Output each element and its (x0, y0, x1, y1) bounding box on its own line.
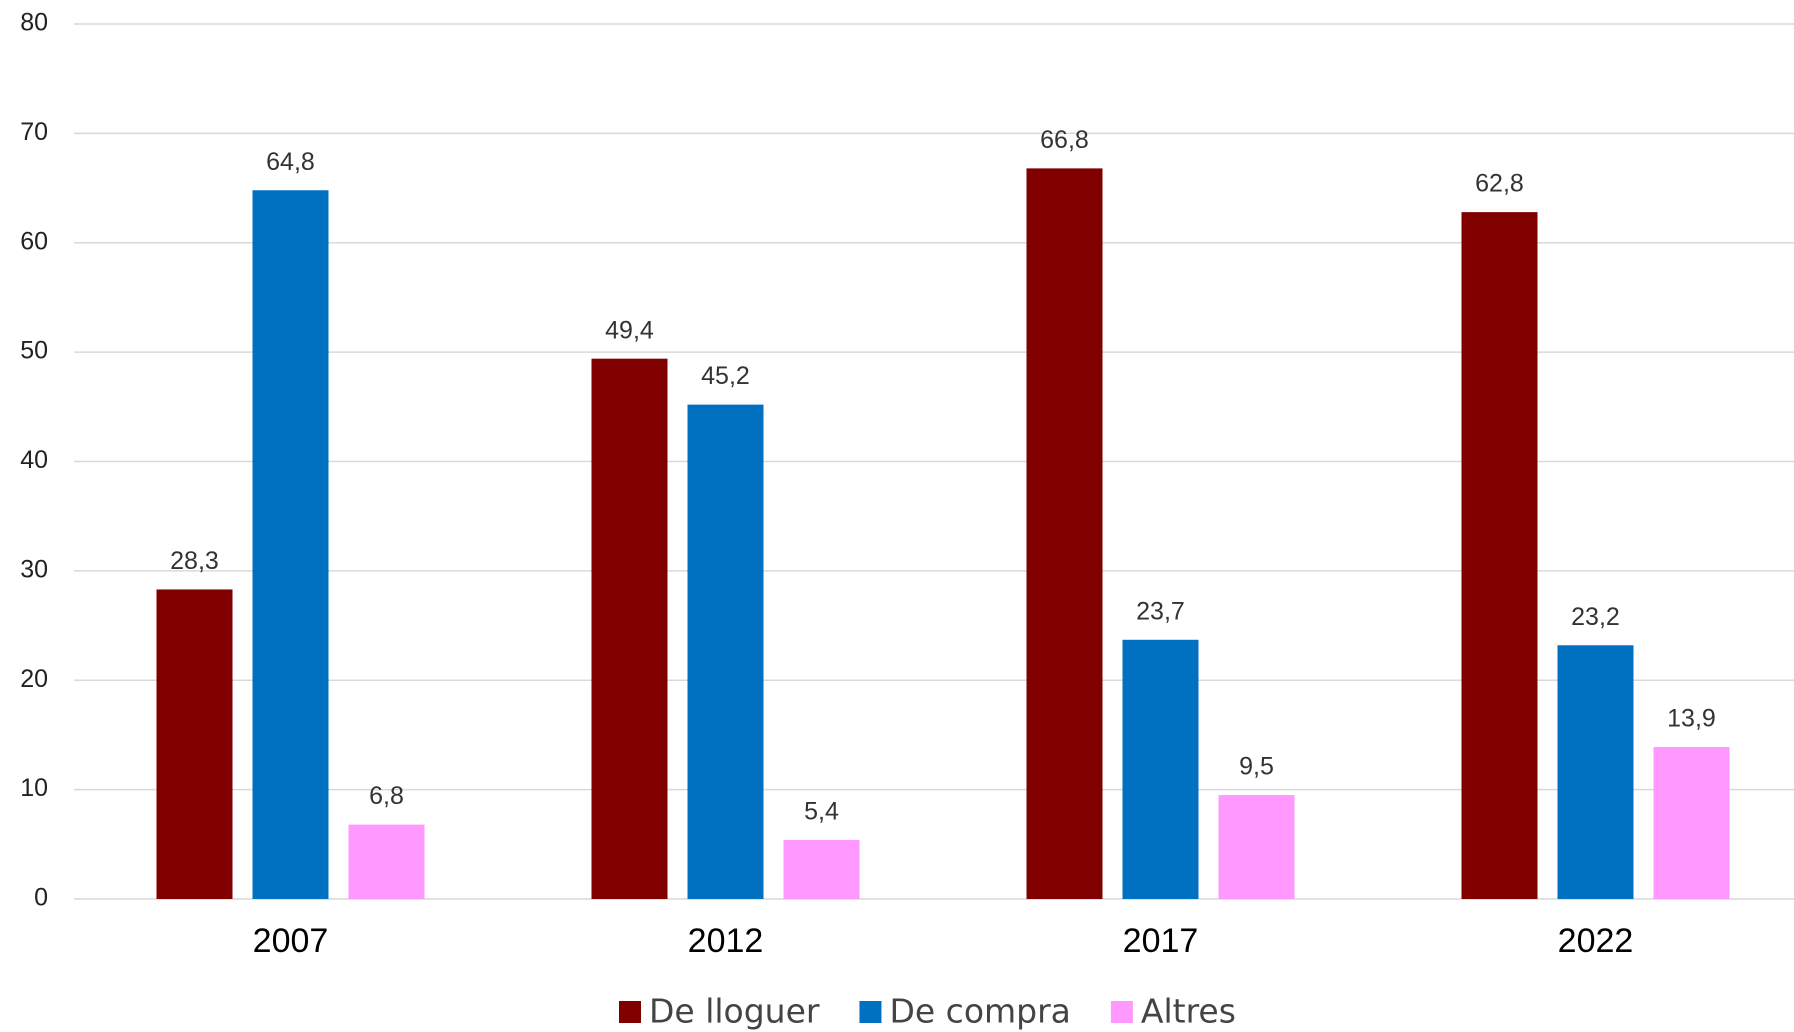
bar (1026, 168, 1103, 899)
legend-label: Altres (1141, 992, 1236, 1031)
bar (1461, 212, 1538, 899)
y-tick-label: 70 (20, 118, 48, 146)
legend-swatch (619, 1001, 641, 1023)
bar (1218, 795, 1295, 899)
bar (591, 358, 668, 899)
data-label: 13,9 (1667, 705, 1716, 733)
data-label: 23,7 (1136, 597, 1185, 625)
data-label: 5,4 (804, 798, 839, 826)
bar (1653, 746, 1730, 899)
x-tick-label: 2022 (1558, 922, 1634, 960)
y-tick-label: 50 (20, 337, 48, 365)
y-tick-label: 40 (20, 446, 48, 474)
bar (1122, 639, 1199, 899)
x-tick-label: 2012 (688, 922, 764, 960)
data-label: 62,8 (1475, 170, 1524, 198)
y-tick-label: 10 (20, 774, 48, 802)
y-tick-label: 80 (20, 9, 48, 37)
data-label: 23,2 (1571, 603, 1620, 631)
data-label: 45,2 (701, 362, 750, 390)
bar (1557, 645, 1634, 899)
data-label: 6,8 (369, 782, 404, 810)
y-tick-label: 60 (20, 227, 48, 255)
data-label: 64,8 (266, 148, 315, 176)
data-label: 49,4 (605, 316, 654, 344)
bar (252, 190, 329, 899)
y-tick-label: 0 (34, 884, 48, 912)
bar (348, 824, 425, 899)
data-label: 66,8 (1040, 126, 1089, 154)
bar (783, 839, 860, 899)
y-tick-label: 30 (20, 555, 48, 583)
legend-swatch (1110, 1001, 1133, 1023)
bar (687, 404, 764, 899)
x-tick-label: 2007 (253, 922, 329, 960)
x-tick-label: 2017 (1123, 922, 1199, 960)
y-tick-label: 20 (20, 665, 48, 693)
data-label: 28,3 (170, 547, 219, 575)
legend-label: De lloguer (649, 992, 820, 1031)
bar (156, 589, 233, 899)
data-label: 9,5 (1239, 753, 1274, 781)
legend-label: De compra (889, 992, 1070, 1031)
legend-swatch (859, 1001, 882, 1023)
